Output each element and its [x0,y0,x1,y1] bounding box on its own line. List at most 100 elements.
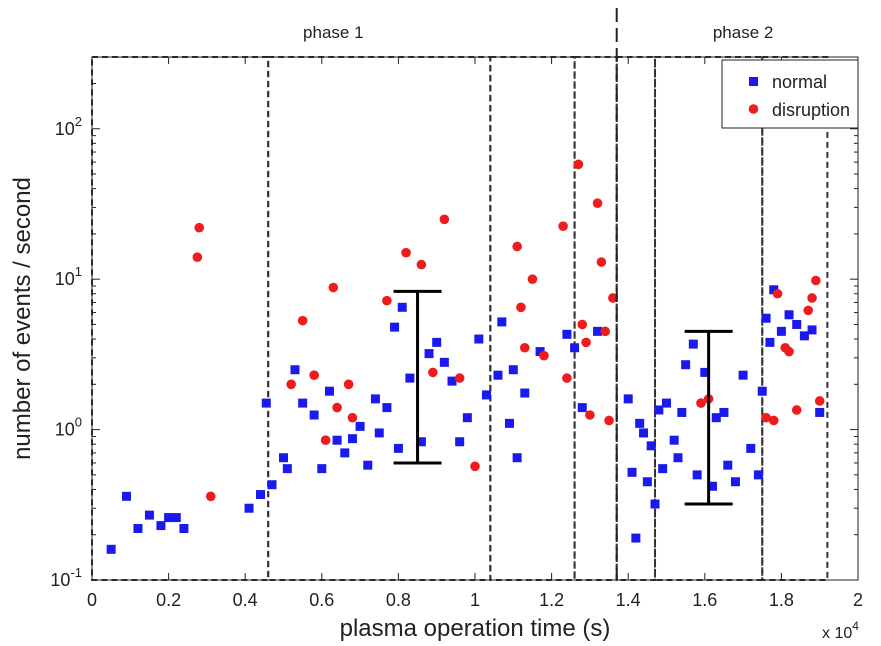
x-tick-label: 1.2 [539,590,564,610]
disruption-point [562,373,572,383]
normal-point [370,394,380,404]
normal-point [692,470,702,480]
normal-point [593,326,603,336]
disruption-point [439,214,450,225]
error-bars [393,289,733,506]
x-tick-label: 1.8 [769,590,794,610]
disruption-point [803,305,814,316]
disruption-point [772,288,783,299]
x-tick-label: 0.4 [233,590,258,610]
disruption-point [608,293,618,303]
normal-point [309,410,319,420]
normal-point [570,343,580,353]
disruption-point [596,257,607,267]
normal-point [462,413,472,423]
normal-point [424,349,434,359]
normal-point [512,453,522,463]
x-axis-multiplier: x 104 [822,619,859,642]
dashed-interval-box [573,56,618,581]
normal-point [256,490,266,500]
normal-point [405,373,415,383]
y-axis-title: number of events / second [9,177,36,460]
normal-point [393,443,403,453]
normal-point [753,470,763,480]
data-points [106,159,825,554]
normal-point [324,386,334,396]
disruption-point [519,342,530,353]
normal-point [654,405,664,415]
normal-point [688,339,698,349]
x-axis-title: plasma operation time (s) [340,615,611,642]
normal-point [497,317,507,327]
normal-point [397,302,407,312]
disruption-point [768,415,779,426]
normal-point [635,418,645,428]
normal-point [681,360,691,370]
x-tick-label: 2 [853,590,863,610]
legend-label-normal: normal [772,72,827,92]
disruption-point [297,315,308,326]
disruption-point [558,221,568,232]
disruption-point [791,405,802,415]
normal-point [144,510,154,520]
disruption-point [343,379,354,390]
normal-point [363,460,373,470]
legend: normal disruption [721,59,859,129]
disruption-point [454,373,465,383]
normal-point [481,390,491,400]
normal-point [493,370,503,380]
legend-box [721,59,859,129]
phase-labels: phase 1 phase 2 [303,23,773,42]
disruption-point [192,252,203,262]
normal-point [639,428,649,438]
x-tick-label: 0.6 [309,590,334,610]
normal-point [390,322,400,332]
normal-point [298,398,308,408]
normal-point [761,313,771,323]
y-tick-label: 102 [55,114,82,139]
normal-point [416,437,426,447]
normal-point [776,326,786,336]
legend-label-disruption: disruption [772,100,850,120]
normal-point [156,521,166,531]
normal-point [332,435,342,445]
disruption-point [577,319,588,330]
normal-point [711,413,721,423]
disruption-point [401,247,411,258]
disruption-point [696,398,706,408]
normal-point [164,513,174,523]
disruption-point [527,274,538,284]
disruption-point [784,346,794,357]
dashed-interval-box [761,56,829,581]
normal-point [244,503,254,513]
y-tick-label: 100 [55,415,82,440]
x-tick-label: 0.2 [156,590,181,610]
normal-point [669,435,679,445]
normal-point [662,398,671,408]
x-tick-label: 1.4 [616,590,641,610]
disruption-point [761,412,771,423]
normal-point [631,533,641,543]
legend-normal-marker [749,77,758,86]
normal-point [677,407,687,417]
x-tick-label: 0.8 [386,590,411,610]
x-tick-label: 1.6 [692,590,717,610]
normal-point [723,460,733,470]
normal-point [455,437,465,447]
normal-point [106,544,116,554]
normal-point [799,331,809,341]
normal-point [474,334,484,344]
normal-point [707,481,717,491]
disruption-point [573,159,584,170]
normal-point [317,464,327,474]
disruption-point [382,295,392,306]
normal-point [650,499,660,509]
disruption-point [332,402,342,413]
disruption-point [600,326,611,337]
y-axis-ticks: 10-1 100 101 102 [50,56,858,590]
y-tick-label: 10-1 [50,565,82,590]
normal-point [807,325,817,335]
disruption-point [516,302,526,313]
normal-point [267,480,277,490]
normal-point [439,357,449,367]
